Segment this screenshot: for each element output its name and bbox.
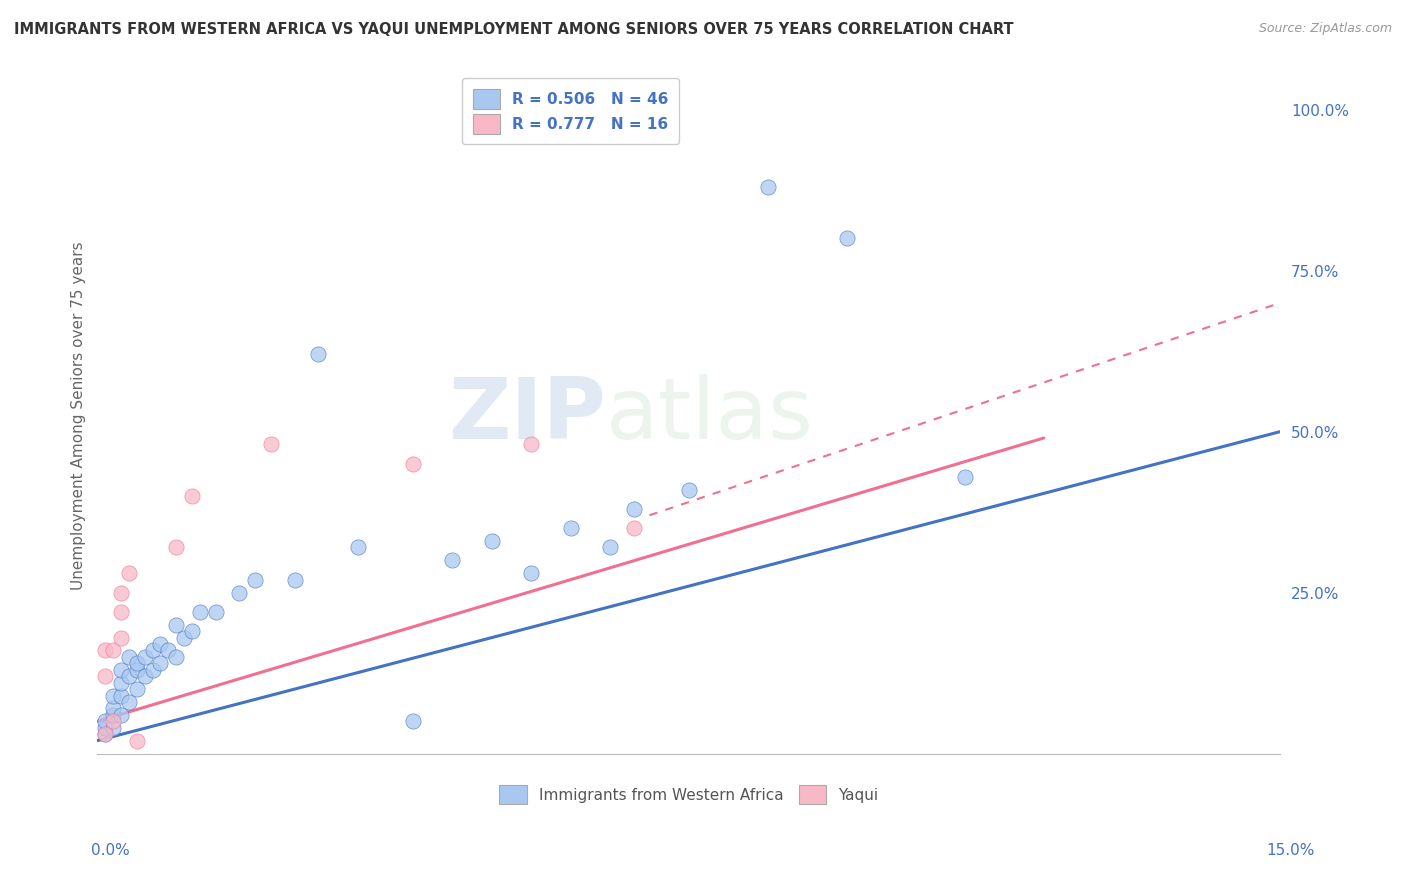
Point bbox=[142, 663, 165, 677]
Point bbox=[756, 180, 779, 194]
Y-axis label: Unemployment Among Seniors over 75 years: Unemployment Among Seniors over 75 years bbox=[72, 241, 86, 590]
Point bbox=[110, 605, 132, 619]
Point bbox=[118, 566, 141, 581]
Point bbox=[125, 657, 148, 671]
Point bbox=[402, 457, 425, 471]
Point bbox=[157, 643, 180, 657]
Point bbox=[118, 669, 141, 683]
Point bbox=[94, 727, 117, 741]
Point bbox=[228, 585, 250, 599]
Point bbox=[173, 631, 195, 645]
Point bbox=[101, 643, 124, 657]
Point bbox=[181, 489, 204, 503]
Point bbox=[118, 695, 141, 709]
Point bbox=[188, 605, 211, 619]
Point bbox=[94, 714, 117, 729]
Point bbox=[204, 605, 226, 619]
Point bbox=[94, 721, 117, 735]
Point bbox=[118, 649, 141, 664]
Point bbox=[125, 733, 148, 747]
Point bbox=[101, 714, 124, 729]
Point bbox=[181, 624, 204, 639]
Point bbox=[110, 631, 132, 645]
Point bbox=[142, 643, 165, 657]
Point bbox=[110, 663, 132, 677]
Point bbox=[260, 437, 283, 451]
Point bbox=[110, 707, 132, 722]
Point bbox=[599, 541, 621, 555]
Text: 15.0%: 15.0% bbox=[1267, 843, 1315, 858]
Point bbox=[125, 663, 148, 677]
Point bbox=[149, 657, 172, 671]
Point bbox=[94, 727, 117, 741]
Point bbox=[623, 501, 645, 516]
Point bbox=[441, 553, 464, 567]
Point bbox=[125, 682, 148, 697]
Point bbox=[101, 721, 124, 735]
Point bbox=[835, 231, 858, 245]
Point bbox=[110, 689, 132, 703]
Point bbox=[243, 573, 266, 587]
Point bbox=[101, 689, 124, 703]
Point bbox=[94, 669, 117, 683]
Text: IMMIGRANTS FROM WESTERN AFRICA VS YAQUI UNEMPLOYMENT AMONG SENIORS OVER 75 YEARS: IMMIGRANTS FROM WESTERN AFRICA VS YAQUI … bbox=[14, 22, 1014, 37]
Point bbox=[481, 534, 503, 549]
Point bbox=[101, 707, 124, 722]
Point bbox=[134, 669, 156, 683]
Text: 0.0%: 0.0% bbox=[91, 843, 131, 858]
Point bbox=[94, 643, 117, 657]
Legend: Immigrants from Western Africa, Yaqui: Immigrants from Western Africa, Yaqui bbox=[489, 775, 887, 814]
Point bbox=[110, 585, 132, 599]
Point bbox=[165, 617, 187, 632]
Point bbox=[520, 566, 543, 581]
Point bbox=[953, 469, 976, 483]
Text: ZIP: ZIP bbox=[449, 374, 606, 457]
Point bbox=[165, 541, 187, 555]
Point bbox=[101, 701, 124, 715]
Point bbox=[402, 714, 425, 729]
Point bbox=[134, 649, 156, 664]
Point bbox=[623, 521, 645, 535]
Point bbox=[149, 637, 172, 651]
Point bbox=[165, 649, 187, 664]
Point bbox=[283, 573, 305, 587]
Point bbox=[110, 675, 132, 690]
Point bbox=[678, 483, 700, 497]
Point bbox=[560, 521, 582, 535]
Text: Source: ZipAtlas.com: Source: ZipAtlas.com bbox=[1258, 22, 1392, 36]
Point bbox=[307, 347, 329, 361]
Point bbox=[520, 437, 543, 451]
Point bbox=[346, 541, 368, 555]
Text: atlas: atlas bbox=[606, 374, 814, 457]
